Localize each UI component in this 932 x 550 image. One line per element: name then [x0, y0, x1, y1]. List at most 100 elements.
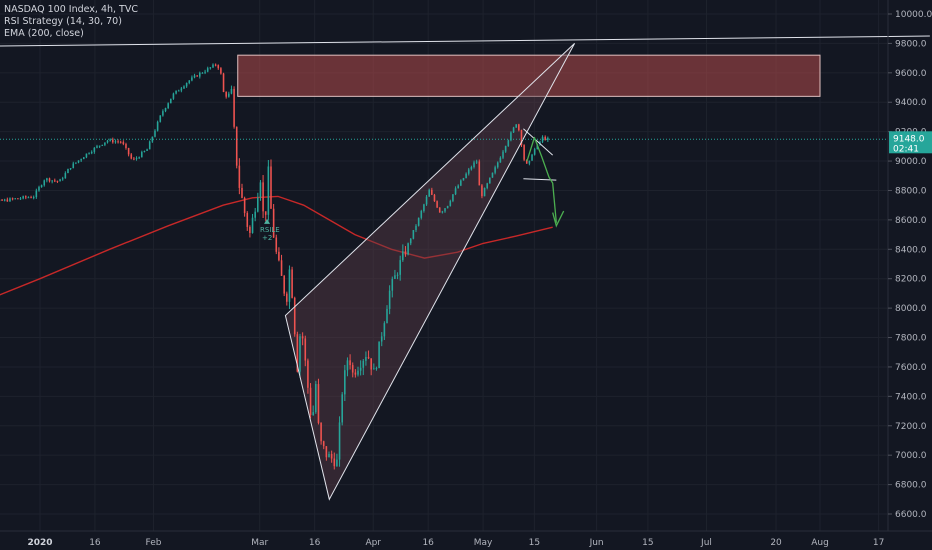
candle-body [238, 165, 241, 188]
candle-body [259, 182, 262, 198]
candle-body [141, 152, 143, 158]
time-tick-label: 2020 [27, 538, 52, 548]
candle-body [515, 124, 517, 128]
candle-body [365, 356, 367, 361]
candle-body [64, 173, 67, 179]
candle-body [518, 124, 520, 131]
candle-body [544, 136, 546, 141]
candle-body [473, 162, 475, 168]
candle-body [520, 130, 523, 146]
chart-grid [0, 0, 888, 531]
candle-body [286, 293, 288, 302]
candle-body [72, 163, 75, 169]
time-tick-label: Mar [251, 538, 268, 548]
candle-body [1, 199, 3, 201]
candle-body [431, 189, 433, 195]
candle-body [420, 210, 423, 218]
projection-path [526, 136, 554, 184]
candle-body [351, 365, 354, 373]
candle-body [143, 150, 146, 153]
candle-body [122, 142, 125, 145]
candle-body [35, 190, 38, 198]
candle-body [148, 141, 151, 150]
drawings-back [237, 43, 821, 500]
candle-body [444, 208, 446, 212]
legend-rsi-strategy[interactable]: RSI Strategy (14, 30, 70) [4, 16, 122, 27]
candle-body [109, 139, 111, 141]
candle-body [491, 172, 494, 178]
time-tick-label: Jun [589, 538, 604, 548]
candle-body [489, 177, 491, 184]
candle-body [417, 217, 420, 226]
candle-body [180, 88, 183, 91]
candle-body [220, 68, 222, 74]
price-tick-label: 8800.0 [895, 186, 927, 196]
candle-body [138, 157, 140, 159]
price-tick-label: 7400.0 [895, 392, 927, 402]
candle-body [320, 422, 322, 442]
candle-body [541, 136, 544, 142]
legend-ema[interactable]: EMA (200, close) [4, 28, 84, 39]
candle-body [43, 180, 46, 186]
candle-body [333, 458, 336, 467]
candle-body [77, 160, 80, 163]
signal-arrow-icon [264, 218, 271, 224]
candle-body [172, 93, 175, 99]
price-axis[interactable]: 6600.0 6800.0 7000.0 7200.0 7400.0 7600.0 7800… [887, 0, 932, 531]
candle-body [11, 198, 14, 200]
candle-body [328, 453, 330, 458]
candle-body [330, 453, 333, 459]
candle-body [48, 178, 51, 182]
candle-body [378, 341, 380, 369]
candle-body [177, 90, 180, 92]
rising-wedge-fill [285, 43, 575, 500]
candle-body [191, 77, 193, 81]
candle-body [362, 360, 365, 368]
candle-body [257, 197, 259, 212]
candle-body [494, 167, 496, 173]
candle-body [499, 157, 502, 163]
candle-body [312, 412, 314, 416]
candle-body [30, 197, 32, 199]
candle-body [267, 166, 270, 215]
candle-body [85, 153, 88, 158]
legend-title[interactable]: NASDAQ 100 Index, 4h, TVC [4, 4, 138, 15]
candle-body [283, 275, 285, 294]
price-tick-label: 7600.0 [895, 363, 927, 373]
time-tick-label: 20 [770, 538, 782, 548]
price-tick-label: 7200.0 [895, 422, 927, 432]
candle-body [470, 167, 473, 170]
candle-body [206, 68, 209, 72]
projection-drop [552, 183, 557, 223]
time-axis[interactable]: 2020 16 Feb Mar 16 Apr 16 May 15 Jun 15 Jul 20 Aug 17 [0, 530, 932, 548]
candle-body [457, 185, 459, 189]
candle-body [415, 225, 417, 231]
candle-body [523, 145, 525, 160]
candle-body [228, 93, 230, 97]
candle-body [478, 161, 481, 186]
last-price-tag: 9148.002:41 [0, 131, 932, 154]
price-tick-label: 8400.0 [895, 245, 927, 255]
candle-body [391, 278, 394, 291]
candle-body [46, 178, 48, 181]
candle-body [230, 88, 233, 94]
candle-body [204, 71, 206, 73]
candle-body [380, 336, 383, 342]
candle-body [291, 269, 293, 298]
candle-body [441, 211, 444, 213]
time-tick-label: Feb [146, 538, 162, 548]
last-price-badge [889, 131, 932, 154]
candle-body [217, 65, 220, 69]
candle-body [293, 297, 296, 335]
candle-body [394, 275, 396, 279]
candle-body [146, 149, 148, 151]
candle-body [14, 198, 17, 200]
candle-body [112, 139, 114, 143]
candle-body [475, 161, 478, 163]
candle-body [175, 90, 177, 94]
candle-body [454, 188, 457, 195]
candle-body [322, 441, 325, 447]
candle-body [423, 204, 425, 211]
candle-body [512, 127, 515, 133]
